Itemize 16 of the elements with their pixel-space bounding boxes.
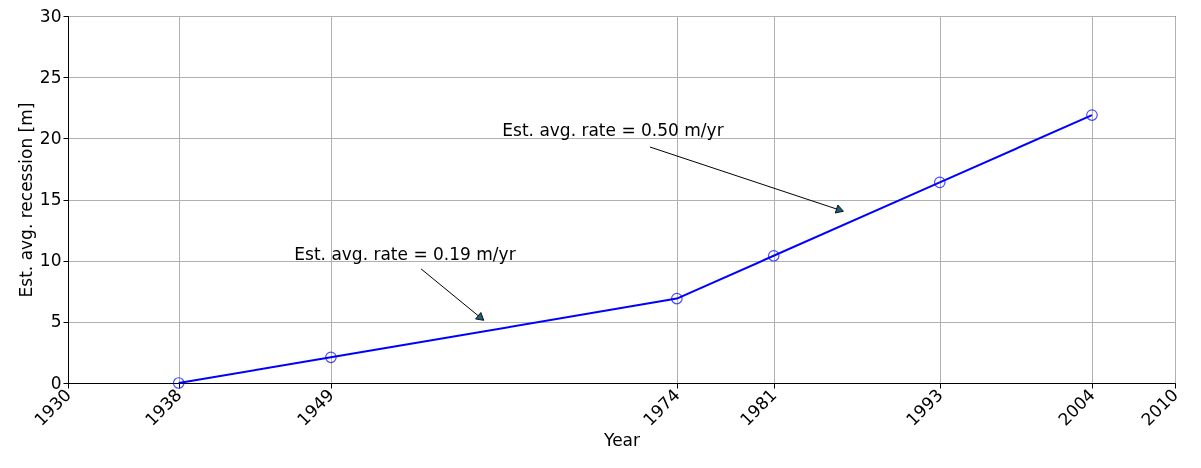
- point: [325, 351, 337, 364]
- point: [1086, 109, 1098, 121]
- annotation: Est. avg. rate = 0.19 m/yr: [294, 243, 516, 264]
- y-tick-label: 20: [39, 127, 62, 148]
- y-tick-label: 15: [39, 189, 62, 209]
- point: [172, 377, 185, 389]
- point: [933, 176, 946, 189]
- y-tick-label: 25: [39, 66, 62, 87]
- y-tick-label: 30: [39, 5, 62, 26]
- annotation: Est. avg. rate = 0.50 m/yr: [502, 119, 724, 140]
- point: [767, 249, 780, 262]
- point: [671, 292, 683, 305]
- y-tick-label: 5: [50, 311, 62, 332]
- y-axis-title: Est. avg. recession [m]: [15, 102, 36, 298]
- y-tick-label: 10: [39, 250, 62, 271]
- x-axis-title: Year: [603, 429, 640, 450]
